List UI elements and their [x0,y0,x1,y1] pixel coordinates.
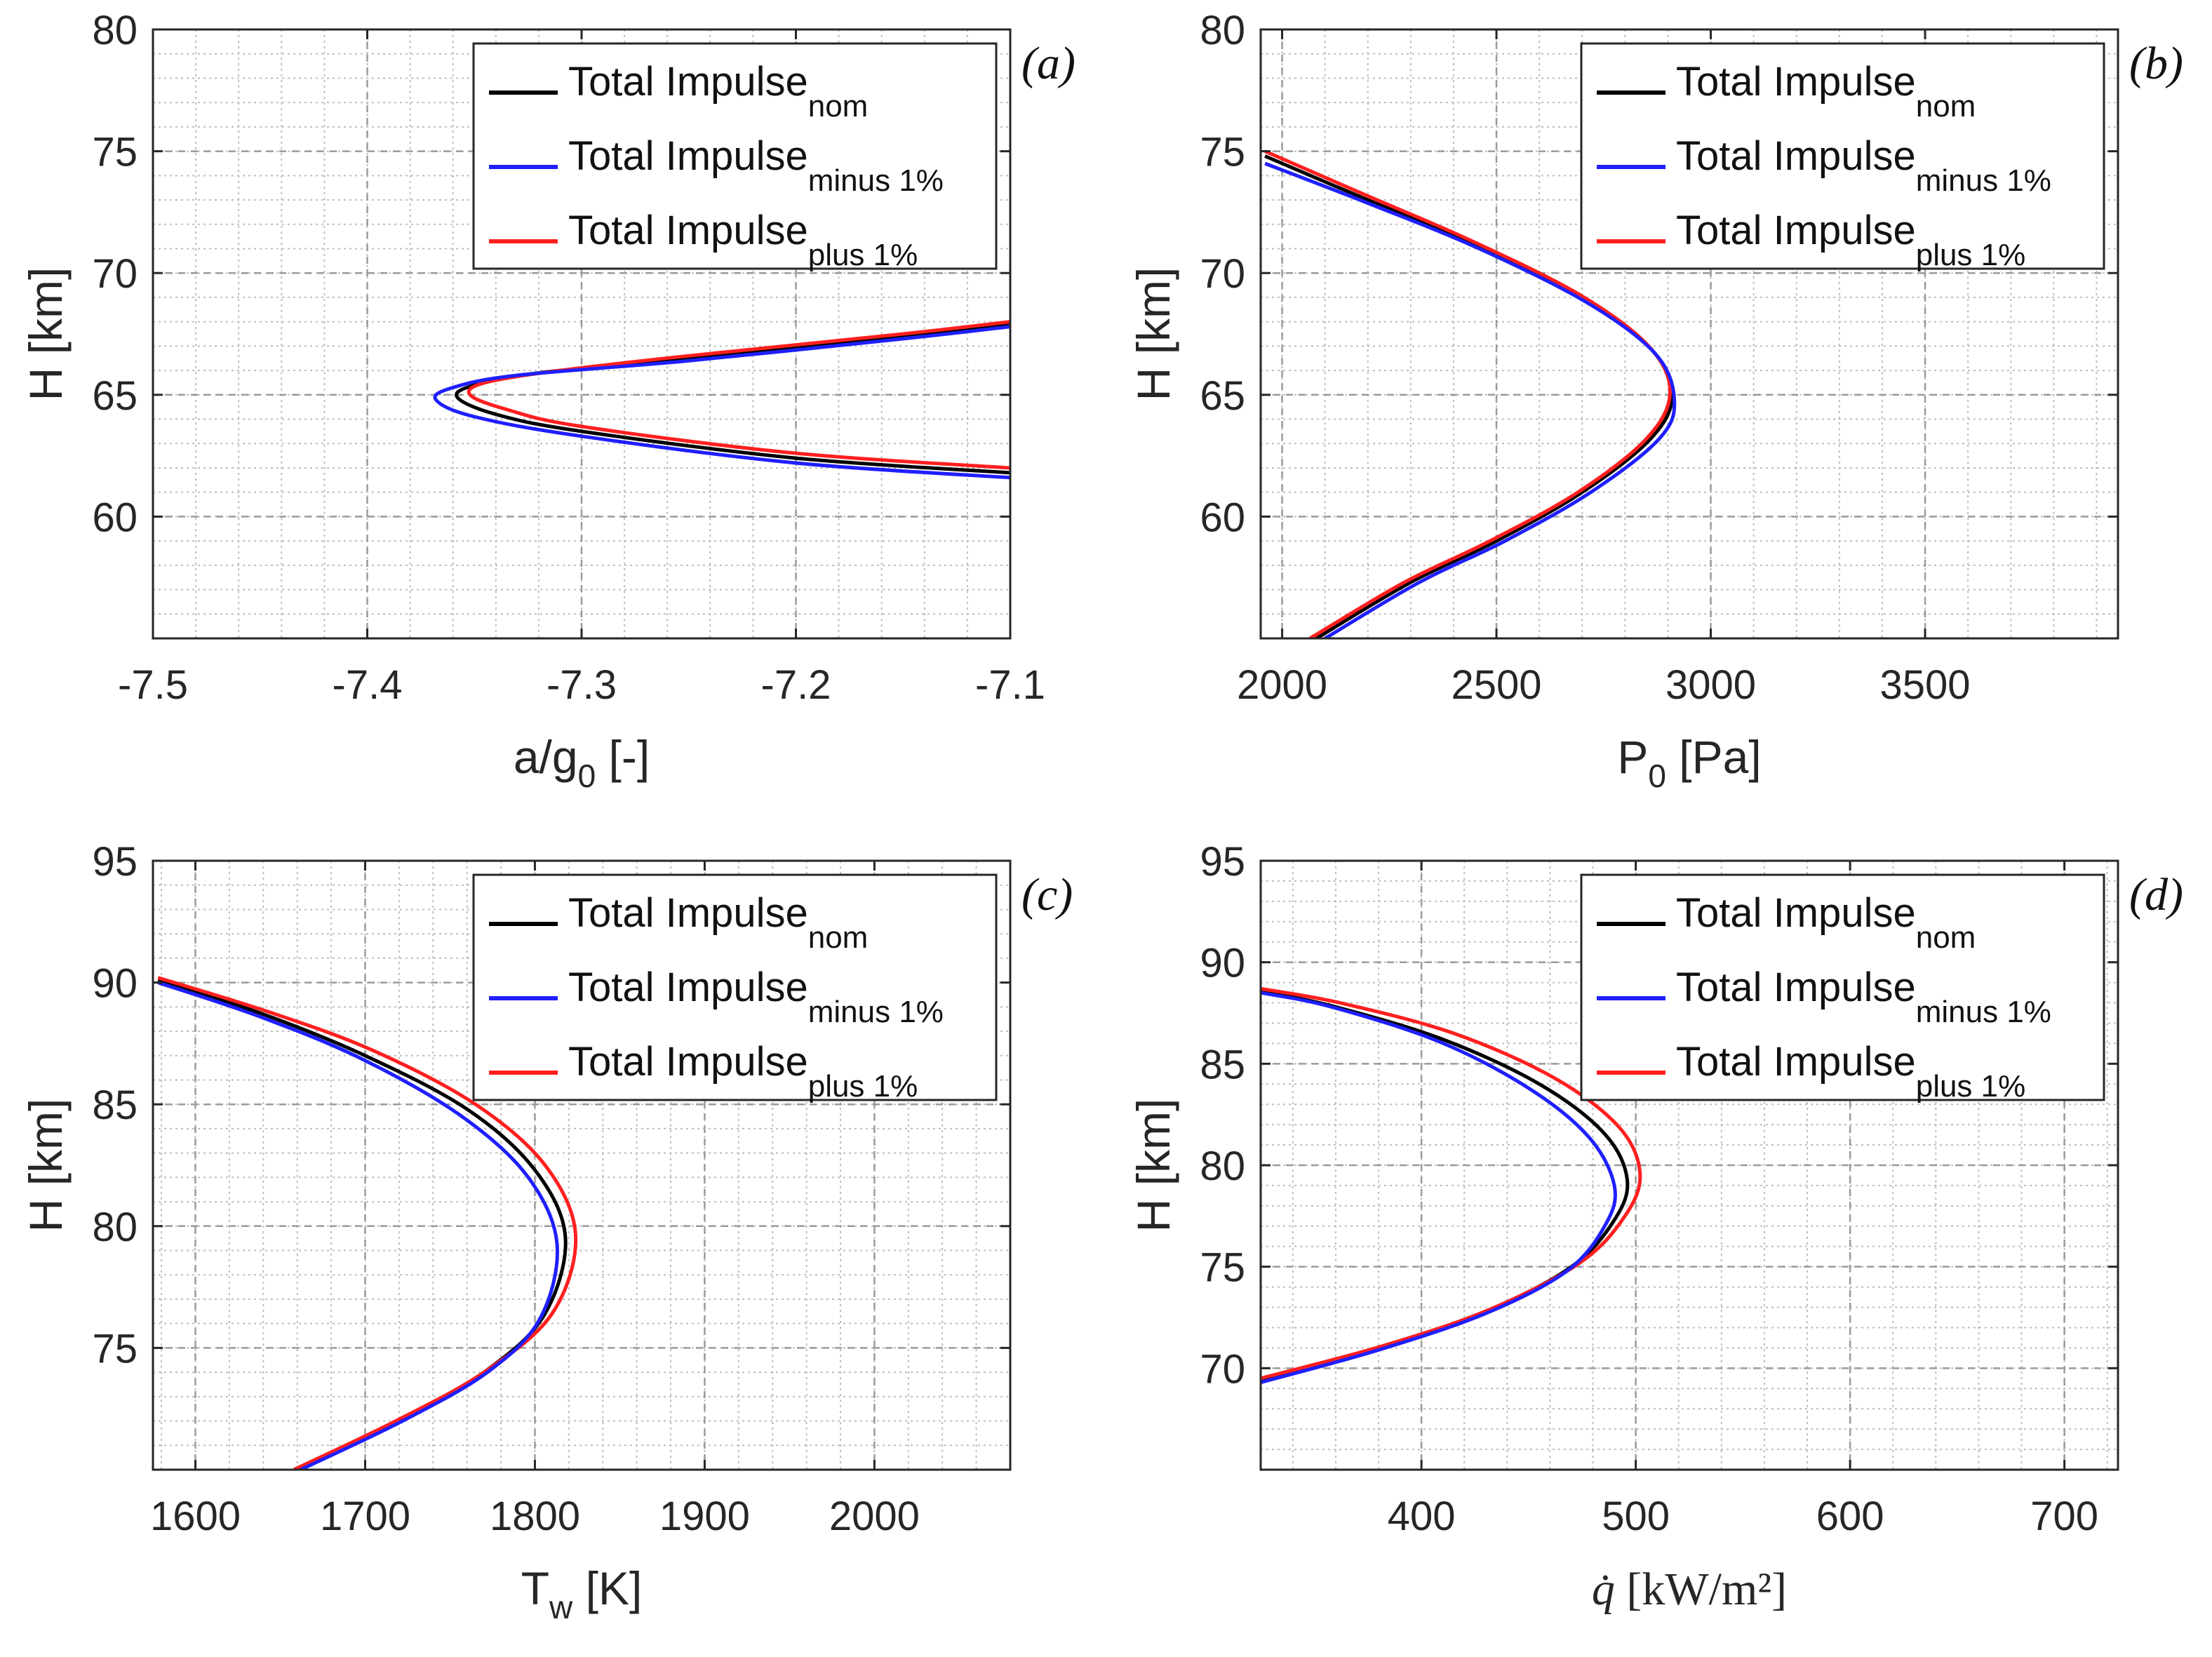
x-axis-label: Tw [K] [521,1562,643,1625]
x-tick-label: -7.1 [975,662,1045,708]
panel-d: 400 500 600 700 70 75 80 85 90 95 H [km] q̇ [kW/m²]… [1127,839,2183,1615]
y-tick-label: 80 [1200,8,1245,53]
series-line-minus [1261,991,1617,1385]
y-tick-label: 95 [1200,839,1245,885]
y-tick-label: 85 [92,1082,138,1128]
legend-item-minus-label: Total Impulseminus 1% [1676,133,2051,198]
panel-label: (b) [2129,38,2183,89]
y-tick-label: 65 [92,373,138,419]
y-tick-label: 85 [1200,1042,1245,1087]
axes-frame [152,859,1012,1471]
legend-item-plus-label: Total Impulseplus 1% [1676,1039,2025,1103]
legend-box [472,42,998,270]
x-tick-label: 2000 [829,1494,920,1539]
y-tick-label: 60 [1200,495,1245,540]
y-tick-label: 80 [92,8,138,53]
series-line-minus [433,325,1010,480]
panel-b: 2000 2500 3000 3500 60 65 70 75 80 H [km] P0 [Pa] (… [1127,8,2183,794]
series-group [157,976,578,1470]
legend-item-plus-label: Total Impulseplus 1% [568,1039,918,1103]
legend-item-nom-label: Total Impulsenom [1676,59,1976,123]
y-tick-label: 95 [92,839,138,885]
x-tick-label: 500 [1602,1494,1670,1539]
panel-label: (c) [1021,869,1073,920]
y-axis-label: H [km] [1127,267,1179,401]
y-tick-label: 75 [1200,130,1245,175]
y-tick-label: 65 [1200,373,1245,419]
y-tick-label: 70 [1200,251,1245,297]
series-line-plus [467,320,1010,470]
y-tick-label: 75 [92,130,138,175]
y-tick-label: 70 [1200,1346,1245,1392]
y-axis-label: H [km] [1127,1099,1179,1233]
legend-box [1580,42,2105,270]
x-tick-label: 1900 [659,1494,750,1539]
x-tick-label: 3000 [1665,662,1756,708]
series-line-nom [455,322,1010,475]
x-tick-label: 1800 [490,1494,580,1539]
legend: Total Impulsenom Total Impulseminus 1% Tot… [1580,873,2105,1103]
legend-item-nom-label: Total Impulsenom [568,59,868,123]
x-tick-label: 2500 [1452,662,1542,708]
legend-item-minus-label: Total Impulseminus 1% [568,133,944,198]
y-tick-label: 70 [92,251,138,297]
x-tick-label: 3500 [1880,662,1971,708]
legend-item-plus-label: Total Impulseplus 1% [568,208,918,272]
x-tick-label: -7.5 [118,662,188,708]
series-line-minus [1264,161,1677,638]
x-axis-label: P0 [Pa] [1617,731,1761,794]
x-axis-label: q̇ [kW/m²] [1592,1564,1787,1615]
panel-label: (d) [2129,869,2183,920]
x-tick-label: -7.2 [761,662,831,708]
y-tick-label: 80 [1200,1143,1245,1189]
y-axis-label: H [km] [20,1099,72,1233]
axes-frame [1259,28,2119,640]
legend-item-plus-label: Total Impulseplus 1% [1676,208,2025,272]
x-tick-label: 1700 [320,1494,410,1539]
series-group [433,320,1010,480]
x-tick-label: 1600 [150,1494,241,1539]
legend-item-nom-label: Total Impulsenom [1676,890,1976,955]
x-tick-label: 700 [2030,1494,2098,1539]
x-tick-label: 600 [1816,1494,1884,1539]
y-tick-label: 80 [92,1205,138,1250]
series-line-plus [157,976,578,1470]
y-tick-label: 60 [92,495,138,540]
legend: Total Impulsenom Total Impulseminus 1% Tot… [1580,42,2105,272]
panel-c: 1600 1700 1800 1900 2000 75 80 85 90 95 H [km] Tw [… [20,839,1073,1625]
legend: Total Impulsenom Total Impulseminus 1% Tot… [472,873,998,1103]
x-tick-label: 2000 [1237,662,1327,708]
legend-item-minus-label: Total Impulseminus 1% [1676,965,2051,1029]
x-tick-label: -7.3 [547,662,617,708]
panel-a: -7.5 -7.4 -7.3 -7.2 -7.1 60 65 70 75 80 H [km] a/g0… [20,8,1075,794]
y-tick-label: 90 [1200,941,1245,986]
legend: Total Impulsenom Total Impulseminus 1% Tot… [472,42,998,272]
series-line-minus [157,981,559,1470]
y-tick-label: 90 [92,961,138,1007]
panel-label: (a) [1021,38,1075,89]
series-group [1264,149,1677,638]
legend-item-minus-label: Total Impulseminus 1% [568,965,944,1029]
legend-box [472,873,998,1101]
legend-box [1580,873,2105,1101]
series-line-plus [1264,149,1673,638]
series-line-plus [1261,986,1642,1381]
y-tick-label: 75 [92,1326,138,1371]
x-axis-label: a/g0 [-] [514,731,650,794]
legend-item-nom-label: Total Impulsenom [568,890,868,955]
series-group [1261,986,1642,1385]
x-tick-label: -7.4 [333,662,403,708]
x-tick-label: 400 [1388,1494,1456,1539]
y-tick-label: 75 [1200,1245,1245,1291]
y-axis-label: H [km] [20,267,72,401]
